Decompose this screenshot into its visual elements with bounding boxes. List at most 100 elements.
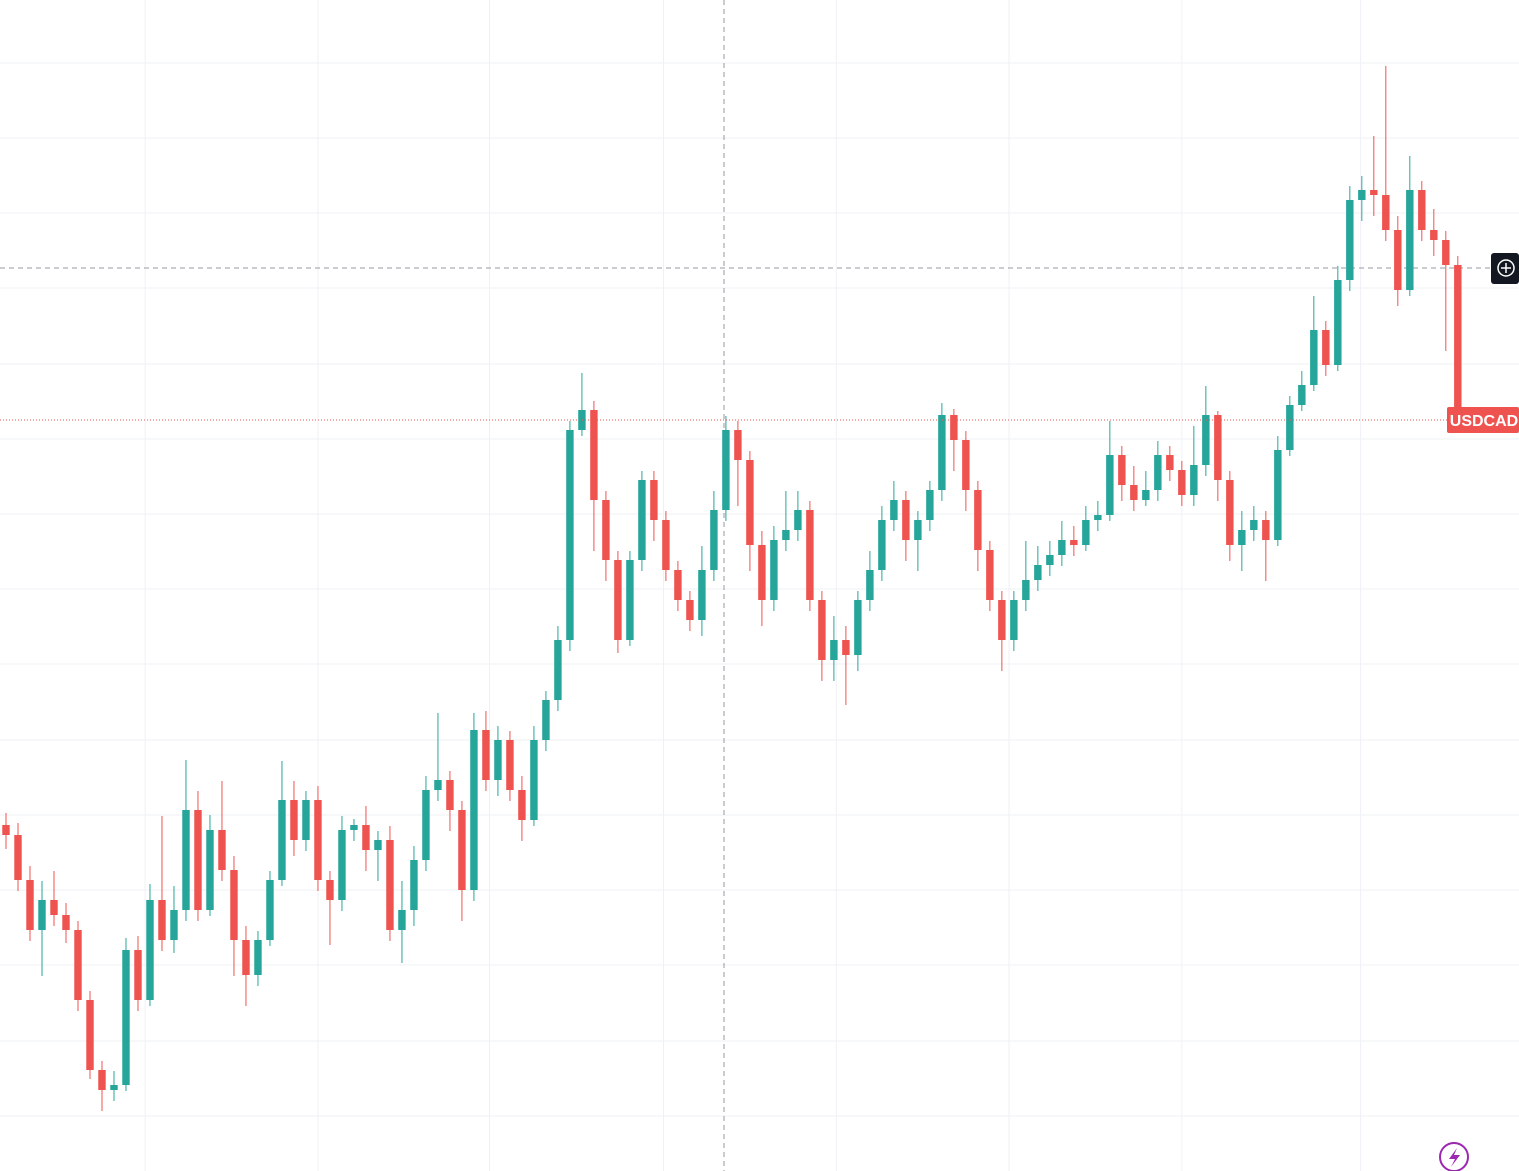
candle-body [1346, 200, 1354, 280]
candle-body [722, 430, 730, 510]
candle-body [1454, 265, 1462, 420]
candle-body [350, 825, 358, 830]
candle-body [1058, 540, 1066, 555]
candle-body [494, 740, 502, 780]
candle-body [50, 900, 58, 915]
candle-body [110, 1085, 118, 1090]
candle-body [518, 790, 526, 820]
last-price: USDCAD [0, 407, 1519, 433]
candle-body [290, 800, 298, 840]
candle-body [1178, 470, 1186, 495]
candle-body [1142, 490, 1150, 500]
add-alert-button[interactable] [1491, 253, 1519, 284]
candle-body [362, 825, 370, 850]
candle-body [434, 780, 442, 790]
candle-body [146, 900, 154, 1000]
symbol-label: USDCAD [1450, 413, 1518, 430]
candle-body [746, 460, 754, 545]
candle-body [902, 500, 910, 540]
candle-body [2, 825, 10, 835]
candle-body [1310, 330, 1318, 385]
candle-body [1010, 600, 1018, 640]
candles [2, 66, 1462, 1111]
candle-body [158, 900, 166, 940]
candle-body [1022, 580, 1030, 600]
candle-body [194, 810, 202, 910]
candle-body [1274, 450, 1282, 540]
candle-body [926, 490, 934, 520]
candle-body [1262, 520, 1270, 540]
candle-body [1154, 455, 1162, 490]
candle-body [806, 510, 814, 600]
candle-body [1334, 280, 1342, 365]
candle-body [782, 530, 790, 540]
candle-body [602, 500, 610, 560]
candle-body [1082, 520, 1090, 545]
candle-body [1046, 555, 1054, 565]
candle-body [386, 840, 394, 930]
candle-body [134, 950, 142, 1000]
candle-body [1418, 190, 1426, 230]
candle-body [890, 500, 898, 520]
candle-body [74, 930, 82, 1000]
candle-body [1394, 230, 1402, 290]
candle-body [170, 910, 178, 940]
candle-body [242, 940, 250, 975]
candle-body [1286, 405, 1294, 450]
candle-body [938, 415, 946, 490]
candle-body [1166, 455, 1174, 470]
candle-body [578, 410, 586, 430]
candle-body [86, 1000, 94, 1070]
candle-body [422, 790, 430, 860]
candle-body [1250, 520, 1258, 530]
candle-body [626, 560, 634, 640]
candle-body [1130, 485, 1138, 500]
candle-body [974, 490, 982, 550]
candle-body [686, 600, 694, 620]
candle-body [98, 1070, 106, 1090]
candle-body [26, 880, 34, 930]
candle-body [254, 940, 262, 975]
candle-body [302, 800, 310, 840]
candle-body [1322, 330, 1330, 365]
candle-body [1370, 190, 1378, 195]
candle-body [758, 545, 766, 600]
candle-body [650, 480, 658, 520]
candle-body [998, 600, 1006, 640]
candle-body [1238, 530, 1246, 545]
candle-body [542, 700, 550, 740]
candle-body [854, 600, 862, 655]
candle-body [1382, 195, 1390, 230]
candle-body [878, 520, 886, 570]
candle-body [638, 480, 646, 560]
candle-body [830, 640, 838, 660]
button-icon [1449, 1148, 1460, 1167]
candle-body [1094, 515, 1102, 520]
candle-body [770, 540, 778, 600]
candle-body [554, 640, 562, 700]
candle-body [1406, 190, 1414, 290]
candle-body [278, 800, 286, 880]
button-icon [1497, 259, 1515, 277]
candle-body [314, 800, 322, 880]
candle-body [794, 510, 802, 530]
candle-body [1034, 565, 1042, 580]
candle-body [458, 810, 466, 890]
candle-body [122, 950, 130, 1085]
candle-body [614, 560, 622, 640]
candle-body [698, 570, 706, 620]
candle-body [1202, 415, 1210, 465]
candle-body [62, 915, 70, 930]
candle-body [866, 570, 874, 600]
candle-body [398, 910, 406, 930]
candle-body [1214, 415, 1222, 480]
candle-body [914, 520, 922, 540]
candle-body [962, 440, 970, 490]
candle-body [1298, 385, 1306, 405]
lightning-button[interactable] [1439, 1142, 1469, 1171]
candle-body [470, 730, 478, 890]
candle-body [842, 640, 850, 655]
